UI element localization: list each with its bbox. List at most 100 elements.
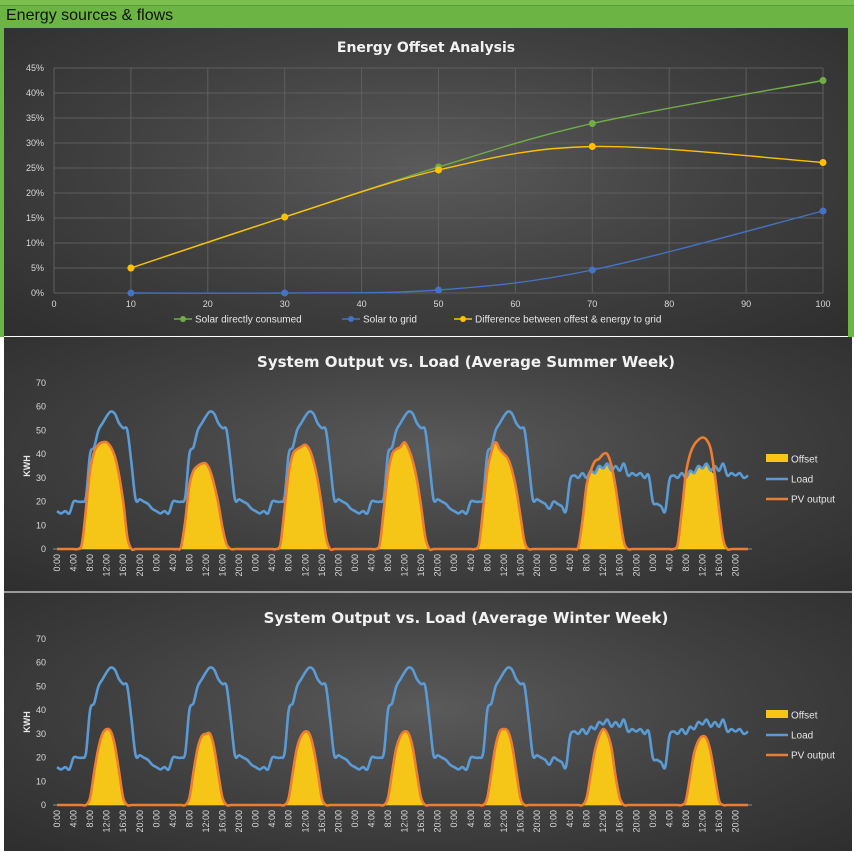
x-tick-label: 0:00: [549, 810, 559, 828]
chart-panel-summer: System Output vs. Load (Average Summer W…: [4, 337, 852, 591]
x-tick-label: 16:00: [218, 554, 228, 577]
x-tick-label: 70: [587, 299, 597, 309]
x-tick-label: 4:00: [366, 554, 376, 572]
data-point: [127, 264, 135, 272]
x-tick-label: 0:00: [350, 554, 360, 572]
y-tick-label: 40: [36, 449, 46, 459]
data-point: [281, 213, 289, 221]
x-tick-label: 16:00: [416, 554, 426, 577]
x-tick-label: 0:00: [151, 810, 161, 828]
x-tick-label: 8:00: [582, 810, 592, 828]
offset-chart-svg: Energy Offset Analysis 0% 5% 10% 15% 20% 25% 30…: [26, 40, 831, 326]
y-tick-label: 25%: [26, 163, 44, 173]
x-tick-label: 0:00: [52, 554, 62, 572]
x-tick-label: 8:00: [85, 810, 95, 828]
page-title: Energy sources & flows: [6, 7, 174, 24]
data-point: [281, 289, 289, 297]
y-tick-label: 10%: [26, 238, 44, 248]
y-tick-label: 5%: [31, 263, 44, 273]
data-point: [819, 207, 827, 215]
y-tick-label: 20%: [26, 188, 44, 198]
data-point: [819, 77, 827, 84]
x-tick-label: 4:00: [267, 810, 277, 828]
x-tick-label: 20:00: [631, 810, 641, 833]
x-tick-label: 4:00: [466, 810, 476, 828]
y-tick-label: 60: [36, 402, 46, 412]
y-tick-label: 40%: [26, 88, 44, 98]
x-tick-label: 4:00: [664, 554, 674, 572]
x-tick-label: 16:00: [118, 810, 128, 833]
x-tick-label: 4:00: [69, 554, 79, 572]
series-line: [130, 210, 824, 294]
series-line: [130, 79, 824, 269]
left-border: [0, 27, 4, 337]
x-tick-label: 20:00: [333, 810, 343, 833]
load-line: [56, 410, 749, 516]
x-tick-label: 90: [741, 299, 751, 309]
y-tick-label: 60: [36, 658, 46, 668]
y-tick-label: 70: [36, 634, 46, 644]
x-tick-label: 8:00: [482, 554, 492, 572]
y-tick-label: 0: [41, 544, 46, 554]
summer-chart-svg: System Output vs. Load (Average Summer W…: [22, 353, 835, 577]
x-tick-label: 12:00: [598, 810, 608, 833]
x-tick-label: 4:00: [69, 810, 79, 828]
x-tick-label: 16:00: [714, 554, 724, 577]
x-tick-label: 20:00: [135, 554, 145, 577]
legend-label: Load: [791, 475, 813, 486]
x-tick-label: 8:00: [284, 810, 294, 828]
legend-swatch-offset: [766, 454, 788, 462]
data-point: [435, 286, 442, 294]
x-tick-label: 0:00: [449, 554, 459, 572]
x-tick-label: 30: [280, 299, 290, 309]
data-point: [819, 159, 827, 166]
x-tick-label: 20:00: [731, 810, 741, 833]
legend-marker: [460, 316, 466, 322]
x-tick-label: 10: [126, 299, 136, 309]
x-tick-label: 12:00: [400, 810, 410, 833]
x-tick-label: 20:00: [333, 554, 343, 577]
legend-label: Offset: [791, 711, 818, 722]
x-tick-label: 8:00: [383, 554, 393, 572]
x-tick-label: 12:00: [300, 554, 310, 577]
x-tick-label: 16:00: [515, 554, 525, 577]
data-point: [127, 289, 135, 297]
x-tick-label: 20:00: [433, 810, 443, 833]
x-tick-label: 12:00: [400, 554, 410, 577]
x-tick-label: 8:00: [383, 810, 393, 828]
legend-label: Solar to grid: [363, 315, 417, 326]
x-tick-label: 20:00: [234, 810, 244, 833]
x-tick-label: 4:00: [267, 554, 277, 572]
x-tick-label: 0: [51, 299, 56, 309]
x-tick-label: 20:00: [731, 554, 741, 577]
x-tick-label: 12:00: [499, 810, 509, 833]
data-point: [588, 120, 596, 127]
x-tick-label: 4:00: [168, 554, 178, 572]
x-tick-label: 12:00: [201, 554, 211, 577]
header-bar: Energy sources & flows: [0, 5, 854, 29]
y-axis-label: KWH: [22, 711, 32, 733]
x-tick-label: 20:00: [532, 810, 542, 833]
legend-label: PV output: [791, 495, 835, 506]
chart-title: Energy Offset Analysis: [337, 40, 515, 56]
x-tick-label: 0:00: [251, 810, 261, 828]
x-tick-label: 0:00: [151, 554, 161, 572]
y-tick-label: 30%: [26, 138, 44, 148]
x-tick-label: 16:00: [515, 810, 525, 833]
x-tick-label: 4:00: [565, 810, 575, 828]
x-tick-label: 40: [357, 299, 367, 309]
pv-output-line: [57, 436, 748, 552]
y-axis-label: KWH: [22, 455, 32, 477]
y-tick-label: 50: [36, 425, 46, 435]
winter-chart-svg: System Output vs. Load (Average Winter W…: [22, 609, 835, 833]
x-tick-label: 20:00: [234, 554, 244, 577]
x-tick-label: 8:00: [85, 554, 95, 572]
right-border: [848, 27, 854, 337]
x-tick-label: 60: [510, 299, 520, 309]
x-tick-label: 80: [664, 299, 674, 309]
x-tick-label: 16:00: [615, 810, 625, 833]
offset-area: [57, 729, 748, 805]
x-tick-label: 4:00: [168, 810, 178, 828]
x-tick-label: 12:00: [102, 554, 112, 577]
x-tick-label: 8:00: [681, 810, 691, 828]
